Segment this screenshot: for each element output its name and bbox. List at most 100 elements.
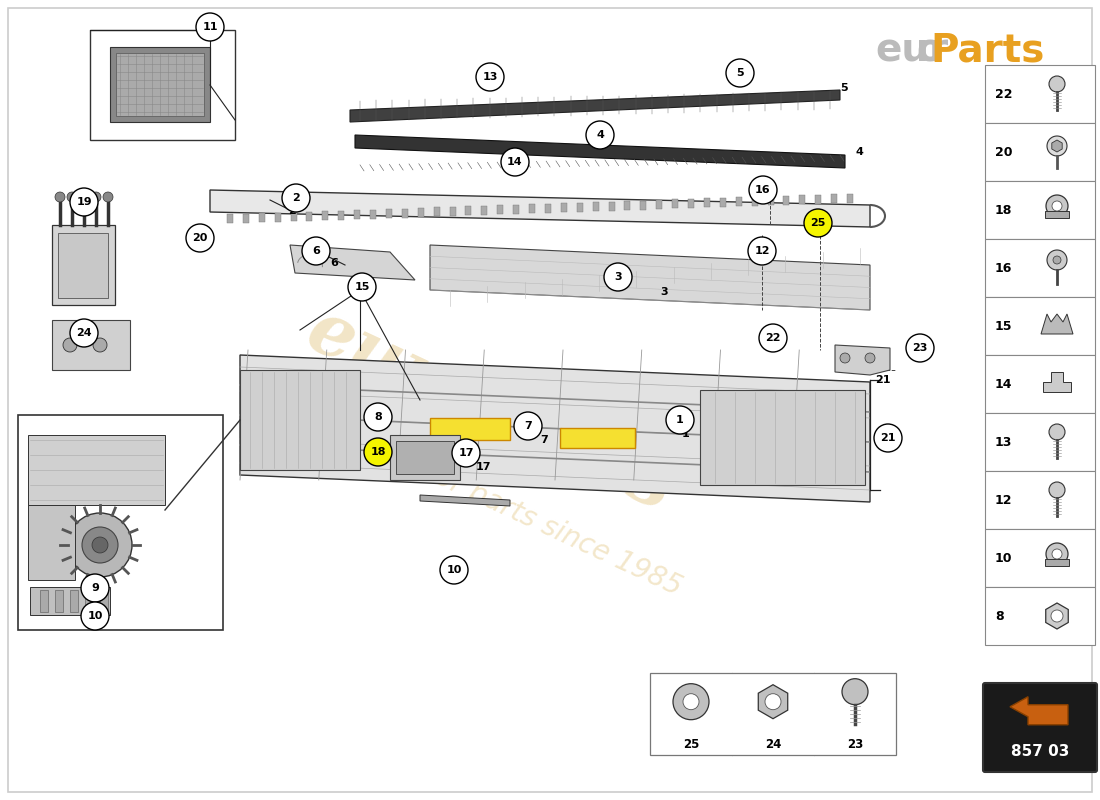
Circle shape <box>842 678 868 705</box>
Circle shape <box>1049 76 1065 92</box>
Text: 11: 11 <box>202 22 218 32</box>
Text: 12: 12 <box>996 494 1012 506</box>
Bar <box>70 590 78 612</box>
Circle shape <box>1049 424 1065 440</box>
Bar <box>433 207 440 217</box>
Bar <box>514 205 519 214</box>
Circle shape <box>1047 250 1067 270</box>
Bar <box>984 413 1094 471</box>
Circle shape <box>364 403 392 431</box>
Bar <box>984 181 1094 239</box>
Text: 17: 17 <box>476 462 492 472</box>
Text: a passion for parts since 1985: a passion for parts since 1985 <box>294 398 686 602</box>
Text: 7: 7 <box>524 421 532 431</box>
Text: eur: eur <box>874 31 948 69</box>
Circle shape <box>81 602 109 630</box>
Text: 20: 20 <box>192 233 208 243</box>
Text: 25: 25 <box>811 218 826 228</box>
Bar <box>227 214 233 223</box>
Bar <box>322 211 329 220</box>
Polygon shape <box>28 435 165 505</box>
Circle shape <box>604 263 632 291</box>
Text: 14: 14 <box>996 378 1012 390</box>
Polygon shape <box>1046 603 1068 629</box>
Bar <box>18 415 223 630</box>
Bar <box>736 198 741 206</box>
Circle shape <box>874 424 902 452</box>
Bar <box>258 214 265 222</box>
Bar <box>640 201 647 210</box>
Bar <box>240 370 360 470</box>
Bar <box>847 194 852 202</box>
Bar <box>90 30 235 140</box>
Bar <box>657 200 662 209</box>
Circle shape <box>514 412 542 440</box>
Polygon shape <box>52 320 130 370</box>
Text: 2: 2 <box>288 206 296 216</box>
Circle shape <box>804 209 832 237</box>
Circle shape <box>726 59 754 87</box>
Text: 8: 8 <box>996 610 1003 622</box>
Bar <box>55 590 63 612</box>
Bar <box>984 471 1094 529</box>
Text: 6: 6 <box>312 246 320 256</box>
Polygon shape <box>28 505 75 580</box>
Bar <box>719 198 726 207</box>
Circle shape <box>476 63 504 91</box>
Bar <box>386 209 392 218</box>
Polygon shape <box>52 225 116 305</box>
Bar <box>354 210 360 219</box>
Circle shape <box>55 192 65 202</box>
Bar <box>396 441 454 474</box>
Circle shape <box>186 224 214 252</box>
Bar <box>984 239 1094 297</box>
Text: 22: 22 <box>766 333 781 343</box>
Bar <box>672 199 678 209</box>
Circle shape <box>500 148 529 176</box>
Polygon shape <box>355 135 845 168</box>
Text: o: o <box>916 31 943 69</box>
Bar <box>430 418 510 440</box>
Text: 2: 2 <box>293 193 300 203</box>
Bar <box>116 53 204 116</box>
Bar <box>243 214 249 223</box>
Text: 14: 14 <box>507 157 522 167</box>
FancyBboxPatch shape <box>983 683 1097 772</box>
Text: 18: 18 <box>371 447 386 457</box>
Bar <box>497 206 504 214</box>
Text: 16: 16 <box>996 262 1012 274</box>
Text: Parts: Parts <box>930 31 1044 69</box>
Bar <box>482 206 487 215</box>
Text: 7: 7 <box>540 435 548 445</box>
Text: 8: 8 <box>374 412 382 422</box>
Bar <box>307 212 312 221</box>
Bar <box>544 204 551 213</box>
Circle shape <box>1046 543 1068 565</box>
Bar <box>984 123 1094 181</box>
Bar <box>561 203 566 212</box>
Circle shape <box>348 273 376 301</box>
Text: 23: 23 <box>912 343 927 353</box>
Text: 13: 13 <box>996 435 1012 449</box>
Bar <box>402 209 408 218</box>
Circle shape <box>906 334 934 362</box>
Polygon shape <box>1010 697 1068 725</box>
Text: 19: 19 <box>76 197 91 207</box>
Bar <box>40 590 48 612</box>
Polygon shape <box>420 495 510 506</box>
Circle shape <box>764 694 781 710</box>
Text: 13: 13 <box>482 72 497 82</box>
Bar <box>751 197 758 206</box>
Circle shape <box>1052 549 1062 559</box>
Text: 3: 3 <box>614 272 622 282</box>
Bar <box>110 47 210 122</box>
Bar <box>529 204 535 214</box>
Bar <box>688 199 694 208</box>
Polygon shape <box>1043 372 1071 392</box>
Bar <box>832 194 837 203</box>
Bar <box>608 202 615 210</box>
Text: 4: 4 <box>596 130 604 140</box>
Text: 24: 24 <box>764 738 781 751</box>
Bar <box>625 201 630 210</box>
Text: 15: 15 <box>354 282 370 292</box>
